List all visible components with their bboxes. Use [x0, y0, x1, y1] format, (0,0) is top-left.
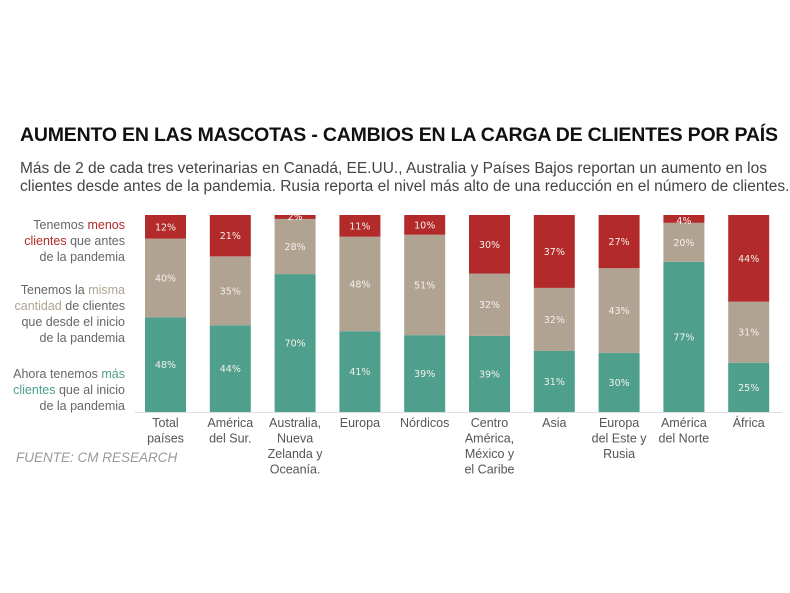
- bar-mas: [533, 350, 575, 412]
- bar-mas: [598, 352, 640, 412]
- bar-mas: [339, 331, 381, 412]
- category-label: Rusia: [603, 447, 635, 461]
- data-label: 51%: [414, 280, 435, 291]
- category-label: África: [733, 415, 765, 430]
- category-label: del Sur.: [209, 432, 251, 446]
- bar-menos: [145, 215, 186, 239]
- category-label: Europa: [599, 416, 639, 430]
- category-label: América: [207, 416, 253, 430]
- bar-mas: [209, 325, 251, 412]
- bar-misma: [469, 273, 510, 336]
- category-label: Nueva: [277, 432, 313, 446]
- category-label: Asia: [542, 416, 566, 430]
- data-label: 48%: [349, 279, 370, 290]
- bar-misma: [404, 234, 446, 336]
- chart-subtitle: Más de 2 de cada tres veterinarias en Ca…: [20, 160, 790, 195]
- bar-mas: [663, 261, 705, 412]
- bar-menos: [339, 215, 381, 237]
- data-label: 35%: [220, 286, 241, 297]
- bar-mas: [274, 274, 316, 412]
- data-label: 41%: [349, 367, 370, 378]
- bar-menos: [533, 215, 575, 288]
- bar-mas: [469, 335, 510, 412]
- data-label: 2%: [288, 212, 303, 223]
- category-label: América,: [465, 432, 514, 446]
- bar-misma: [209, 256, 251, 326]
- category-label: América: [661, 416, 707, 430]
- legend-mas: Ahora tenemos más clientes que al inicio…: [13, 367, 125, 413]
- category-label: Total: [152, 416, 178, 430]
- bar-misma: [533, 287, 575, 351]
- data-label: 4%: [676, 216, 691, 227]
- data-label: 20%: [673, 238, 694, 249]
- data-label: 31%: [544, 377, 565, 388]
- category-label: el Caribe: [464, 463, 514, 477]
- category-label: Zelanda y: [268, 447, 324, 461]
- data-label: 21%: [220, 231, 241, 242]
- category-label: Australia,: [269, 416, 321, 430]
- bar-misma: [339, 236, 381, 332]
- bar-menos: [274, 215, 316, 219]
- data-label: 30%: [609, 378, 630, 389]
- data-label: 11%: [349, 221, 370, 232]
- data-label: 27%: [609, 237, 630, 248]
- legend-misma: Tenemos la misma cantidad de clientes qu…: [14, 283, 126, 345]
- data-label: 32%: [544, 315, 565, 326]
- bar-menos: [404, 215, 446, 235]
- data-label: 48%: [155, 360, 176, 371]
- data-label: 70%: [285, 339, 306, 350]
- category-label: del Norte: [659, 432, 710, 446]
- category-label: países: [147, 432, 184, 446]
- bar-misma: [663, 222, 705, 262]
- bar-menos: [209, 215, 251, 257]
- category-label: Centro: [471, 416, 509, 430]
- data-label: 43%: [609, 306, 630, 317]
- bar-menos: [598, 215, 640, 269]
- data-label: 12%: [155, 222, 176, 233]
- category-label: Nórdicos: [400, 416, 449, 430]
- data-label: 10%: [414, 220, 435, 231]
- legend-menos: Tenemos menos clientes que antes de la p…: [24, 218, 125, 264]
- category-label: México y: [465, 447, 515, 461]
- bar-mas: [145, 317, 186, 412]
- data-label: 44%: [220, 364, 241, 375]
- bar-misma: [274, 218, 316, 275]
- data-label: 37%: [544, 247, 565, 258]
- bar-menos: [469, 215, 510, 274]
- data-label: 30%: [479, 240, 500, 251]
- data-label: 31%: [738, 328, 759, 339]
- data-label: 28%: [285, 242, 306, 253]
- source-note: FUENTE: CM RESEARCH: [16, 450, 178, 465]
- category-label: Europa: [340, 416, 380, 430]
- category-label: del Este y: [592, 432, 648, 446]
- data-label: 40%: [155, 274, 176, 285]
- bar-menos: [663, 215, 705, 223]
- data-label: 39%: [479, 369, 500, 380]
- data-label: 25%: [738, 383, 759, 394]
- category-label: Oceanía.: [270, 463, 321, 477]
- bar-misma: [598, 268, 640, 353]
- chart-title: AUMENTO EN LAS MASCOTAS - CAMBIOS EN LA …: [20, 124, 778, 146]
- data-label: 44%: [738, 254, 759, 265]
- bar-mas: [404, 335, 446, 412]
- data-label: 39%: [414, 369, 435, 380]
- bar-misma: [728, 301, 770, 363]
- bar-misma: [145, 238, 186, 318]
- bar-menos: [728, 215, 770, 302]
- bar-mas: [728, 362, 770, 412]
- data-label: 32%: [479, 300, 500, 311]
- data-label: 77%: [673, 332, 694, 343]
